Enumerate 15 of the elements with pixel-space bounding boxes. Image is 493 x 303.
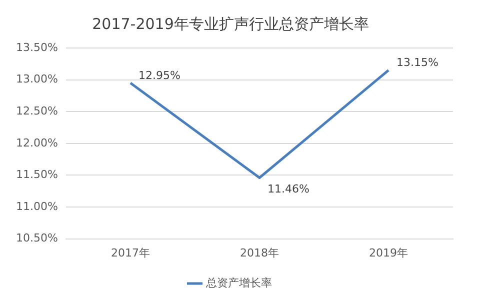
y-tick-label: 13.50% — [16, 40, 58, 54]
y-tick-label: 12.50% — [16, 104, 58, 118]
data-label: 12.95% — [138, 68, 180, 82]
data-label: 13.15% — [396, 56, 438, 70]
y-tick-label: 11.50% — [16, 168, 58, 182]
y-tick-label: 12.00% — [16, 136, 58, 150]
y-tick-label: 11.00% — [16, 200, 58, 213]
y-tick-label: 13.00% — [16, 72, 58, 86]
legend-label: 总资产增长率 — [204, 276, 272, 290]
y-tick-label: 10.50% — [16, 232, 58, 245]
x-tick-label: 2017年 — [110, 246, 150, 260]
chart-title: 2017-2019年专业扩声行业总资产增长率 — [92, 14, 369, 33]
data-label: 11.46% — [267, 182, 310, 196]
x-tick-label: 2019年 — [368, 246, 408, 260]
x-tick-label: 2018年 — [240, 246, 279, 260]
